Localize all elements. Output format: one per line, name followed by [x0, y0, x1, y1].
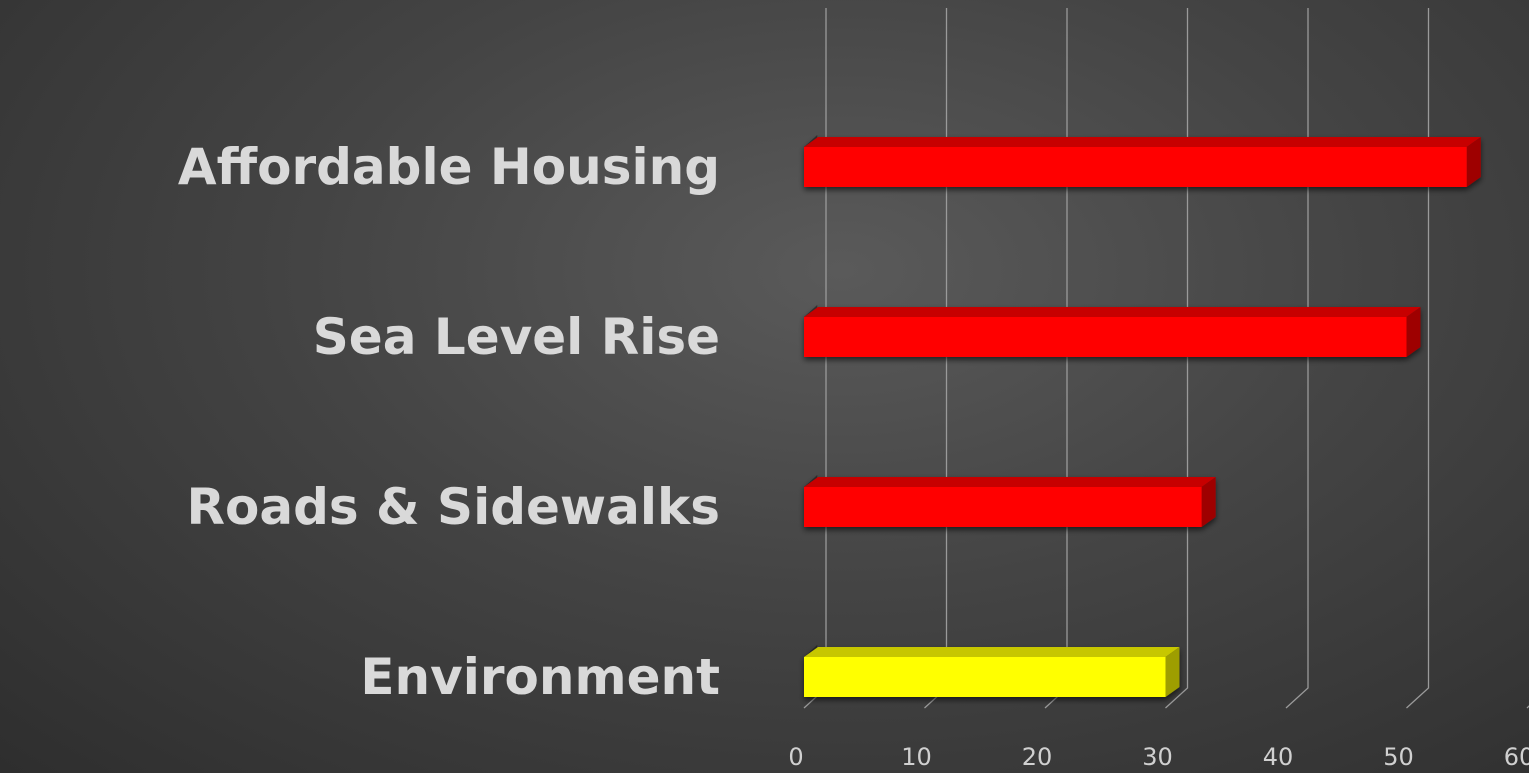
- x-tick-label-20: 20: [1022, 743, 1053, 771]
- gridline-30: [1165, 8, 1189, 709]
- category-label-environment: Environment: [360, 648, 720, 706]
- category-label-roads-sidewalks: Roads & Sidewalks: [187, 478, 721, 536]
- x-tick-label-50: 50: [1383, 743, 1414, 771]
- bar-front-face: [804, 657, 1166, 697]
- bar-environment: [804, 645, 1180, 697]
- bar-side-face: [1466, 137, 1481, 187]
- x-axis-tick-labels: 0 10 20 30 40 50 60: [788, 743, 1529, 771]
- bar-top-face: [804, 477, 1216, 487]
- bar-top-face: [804, 647, 1180, 657]
- bar-side-face: [1406, 307, 1421, 357]
- bar-affordable-housing: [804, 135, 1481, 187]
- bar-side-face: [1201, 477, 1216, 527]
- x-tick-label-10: 10: [901, 743, 932, 771]
- bar-front-face: [804, 487, 1202, 527]
- x-tick-label-40: 40: [1263, 743, 1294, 771]
- gridlines: [803, 8, 1529, 709]
- bar-side-face: [1165, 647, 1180, 697]
- bar-front-face: [804, 147, 1467, 187]
- gridline-40: [1285, 8, 1309, 709]
- bar-sea-level-rise: [804, 305, 1421, 357]
- bars: [804, 135, 1481, 697]
- category-label-affordable-housing: Affordable Housing: [178, 138, 720, 196]
- gridline-10: [924, 8, 948, 709]
- bar-roads-sidewalks: [804, 475, 1216, 527]
- category-label-sea-level-rise: Sea Level Rise: [313, 308, 720, 366]
- bar-top-face: [804, 137, 1481, 147]
- gridline-0: [803, 8, 827, 709]
- bar-front-face: [804, 317, 1407, 357]
- x-tick-label-30: 30: [1142, 743, 1173, 771]
- bar-top-face: [804, 307, 1421, 317]
- x-tick-label-60: 60: [1504, 743, 1529, 771]
- x-tick-label-0: 0: [788, 743, 803, 771]
- gridline-50: [1406, 8, 1430, 709]
- category-labels: Affordable Housing Sea Level Rise Roads & …: [178, 138, 720, 706]
- gridline-20: [1044, 8, 1068, 709]
